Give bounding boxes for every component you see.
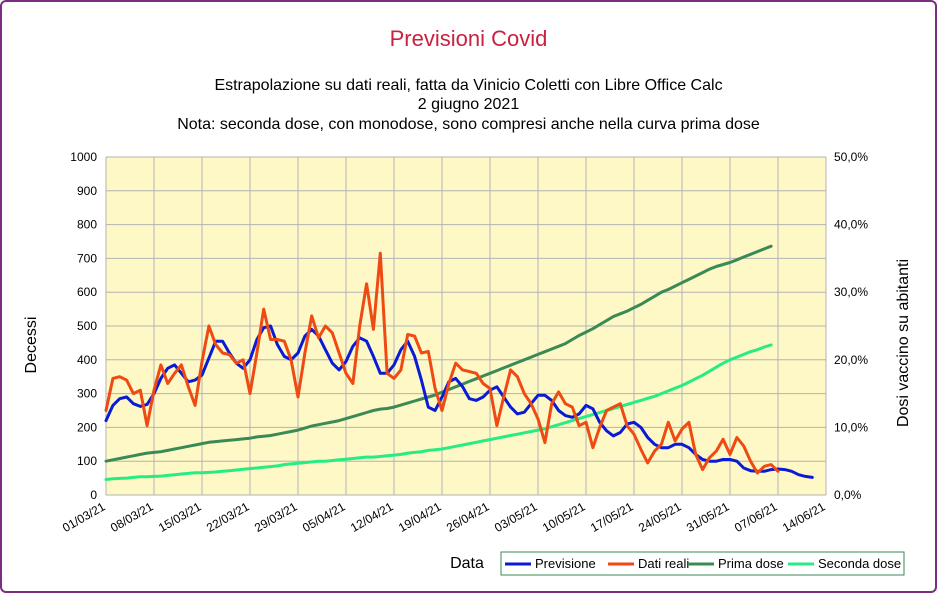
y-tick-label: 100 (77, 454, 97, 468)
x-tick-label: 12/04/21 (348, 499, 396, 535)
series-line-dati-reali (104, 251, 780, 475)
x-tick-label: 15/03/21 (156, 499, 204, 535)
x-tick-label: 19/04/21 (396, 499, 444, 535)
y2-tick-label: 20,0% (834, 353, 868, 367)
y-tick-label: 600 (77, 285, 97, 299)
chart-subtitle-line-1: Estrapolazione su dati reali, fatta da V… (214, 77, 723, 94)
x-axis-title: Data (450, 555, 484, 572)
x-tick-label: 08/03/21 (108, 499, 156, 535)
legend-label-prima-dose: Prima dose (718, 556, 784, 571)
series-line-seconda-dose (104, 343, 773, 481)
y-tick-label: 1000 (70, 150, 97, 164)
y-tick-label: 700 (77, 251, 97, 265)
x-tick-label: 01/03/21 (60, 499, 108, 535)
chart-subtitle-line-3: Nota: seconda dose, con monodose, sono c… (177, 116, 760, 133)
x-tick-label: 10/05/21 (540, 499, 588, 535)
y-tick-label: 500 (77, 319, 97, 333)
y-tick-label: 0 (90, 488, 97, 502)
y2-tick-label: 10,0% (834, 420, 868, 434)
x-tick-label: 17/05/21 (588, 499, 636, 535)
legend-label-seconda-dose: Seconda dose (818, 556, 901, 571)
series-line-prima-dose (104, 244, 773, 463)
x-tick-label: 24/05/21 (636, 499, 684, 535)
legend-label-dati-reali: Dati reali (638, 556, 689, 571)
y2-tick-label: 30,0% (834, 285, 868, 299)
x-tick-label: 31/05/21 (684, 499, 732, 535)
x-tick-label: 26/04/21 (444, 499, 492, 535)
x-tick-label: 07/06/21 (732, 499, 780, 535)
y-tick-label: 200 (77, 420, 97, 434)
y-tick-label: 900 (77, 184, 97, 198)
y-tick-label: 300 (77, 387, 97, 401)
x-tick-label: 29/03/21 (252, 499, 300, 535)
chart-title: Previsioni Covid (389, 26, 548, 51)
y2-tick-label: 0,0% (834, 488, 862, 502)
chart-subtitle-line-2: 2 giugno 2021 (417, 96, 520, 113)
x-tick-label: 14/06/21 (780, 499, 828, 535)
x-tick-label: 03/05/21 (492, 499, 540, 535)
legend-label-previsione: Previsione (535, 556, 596, 571)
y2-tick-label: 50,0% (834, 150, 868, 164)
x-tick-label: 05/04/21 (300, 499, 348, 535)
y-tick-label: 400 (77, 353, 97, 367)
y2-axis-title: Dosi vaccino su abitanti (895, 259, 912, 427)
x-tick-label: 22/03/21 (204, 499, 252, 535)
y-tick-label: 800 (77, 218, 97, 232)
y-axis-title: Decessi (23, 317, 40, 374)
y2-tick-label: 40,0% (834, 218, 868, 232)
